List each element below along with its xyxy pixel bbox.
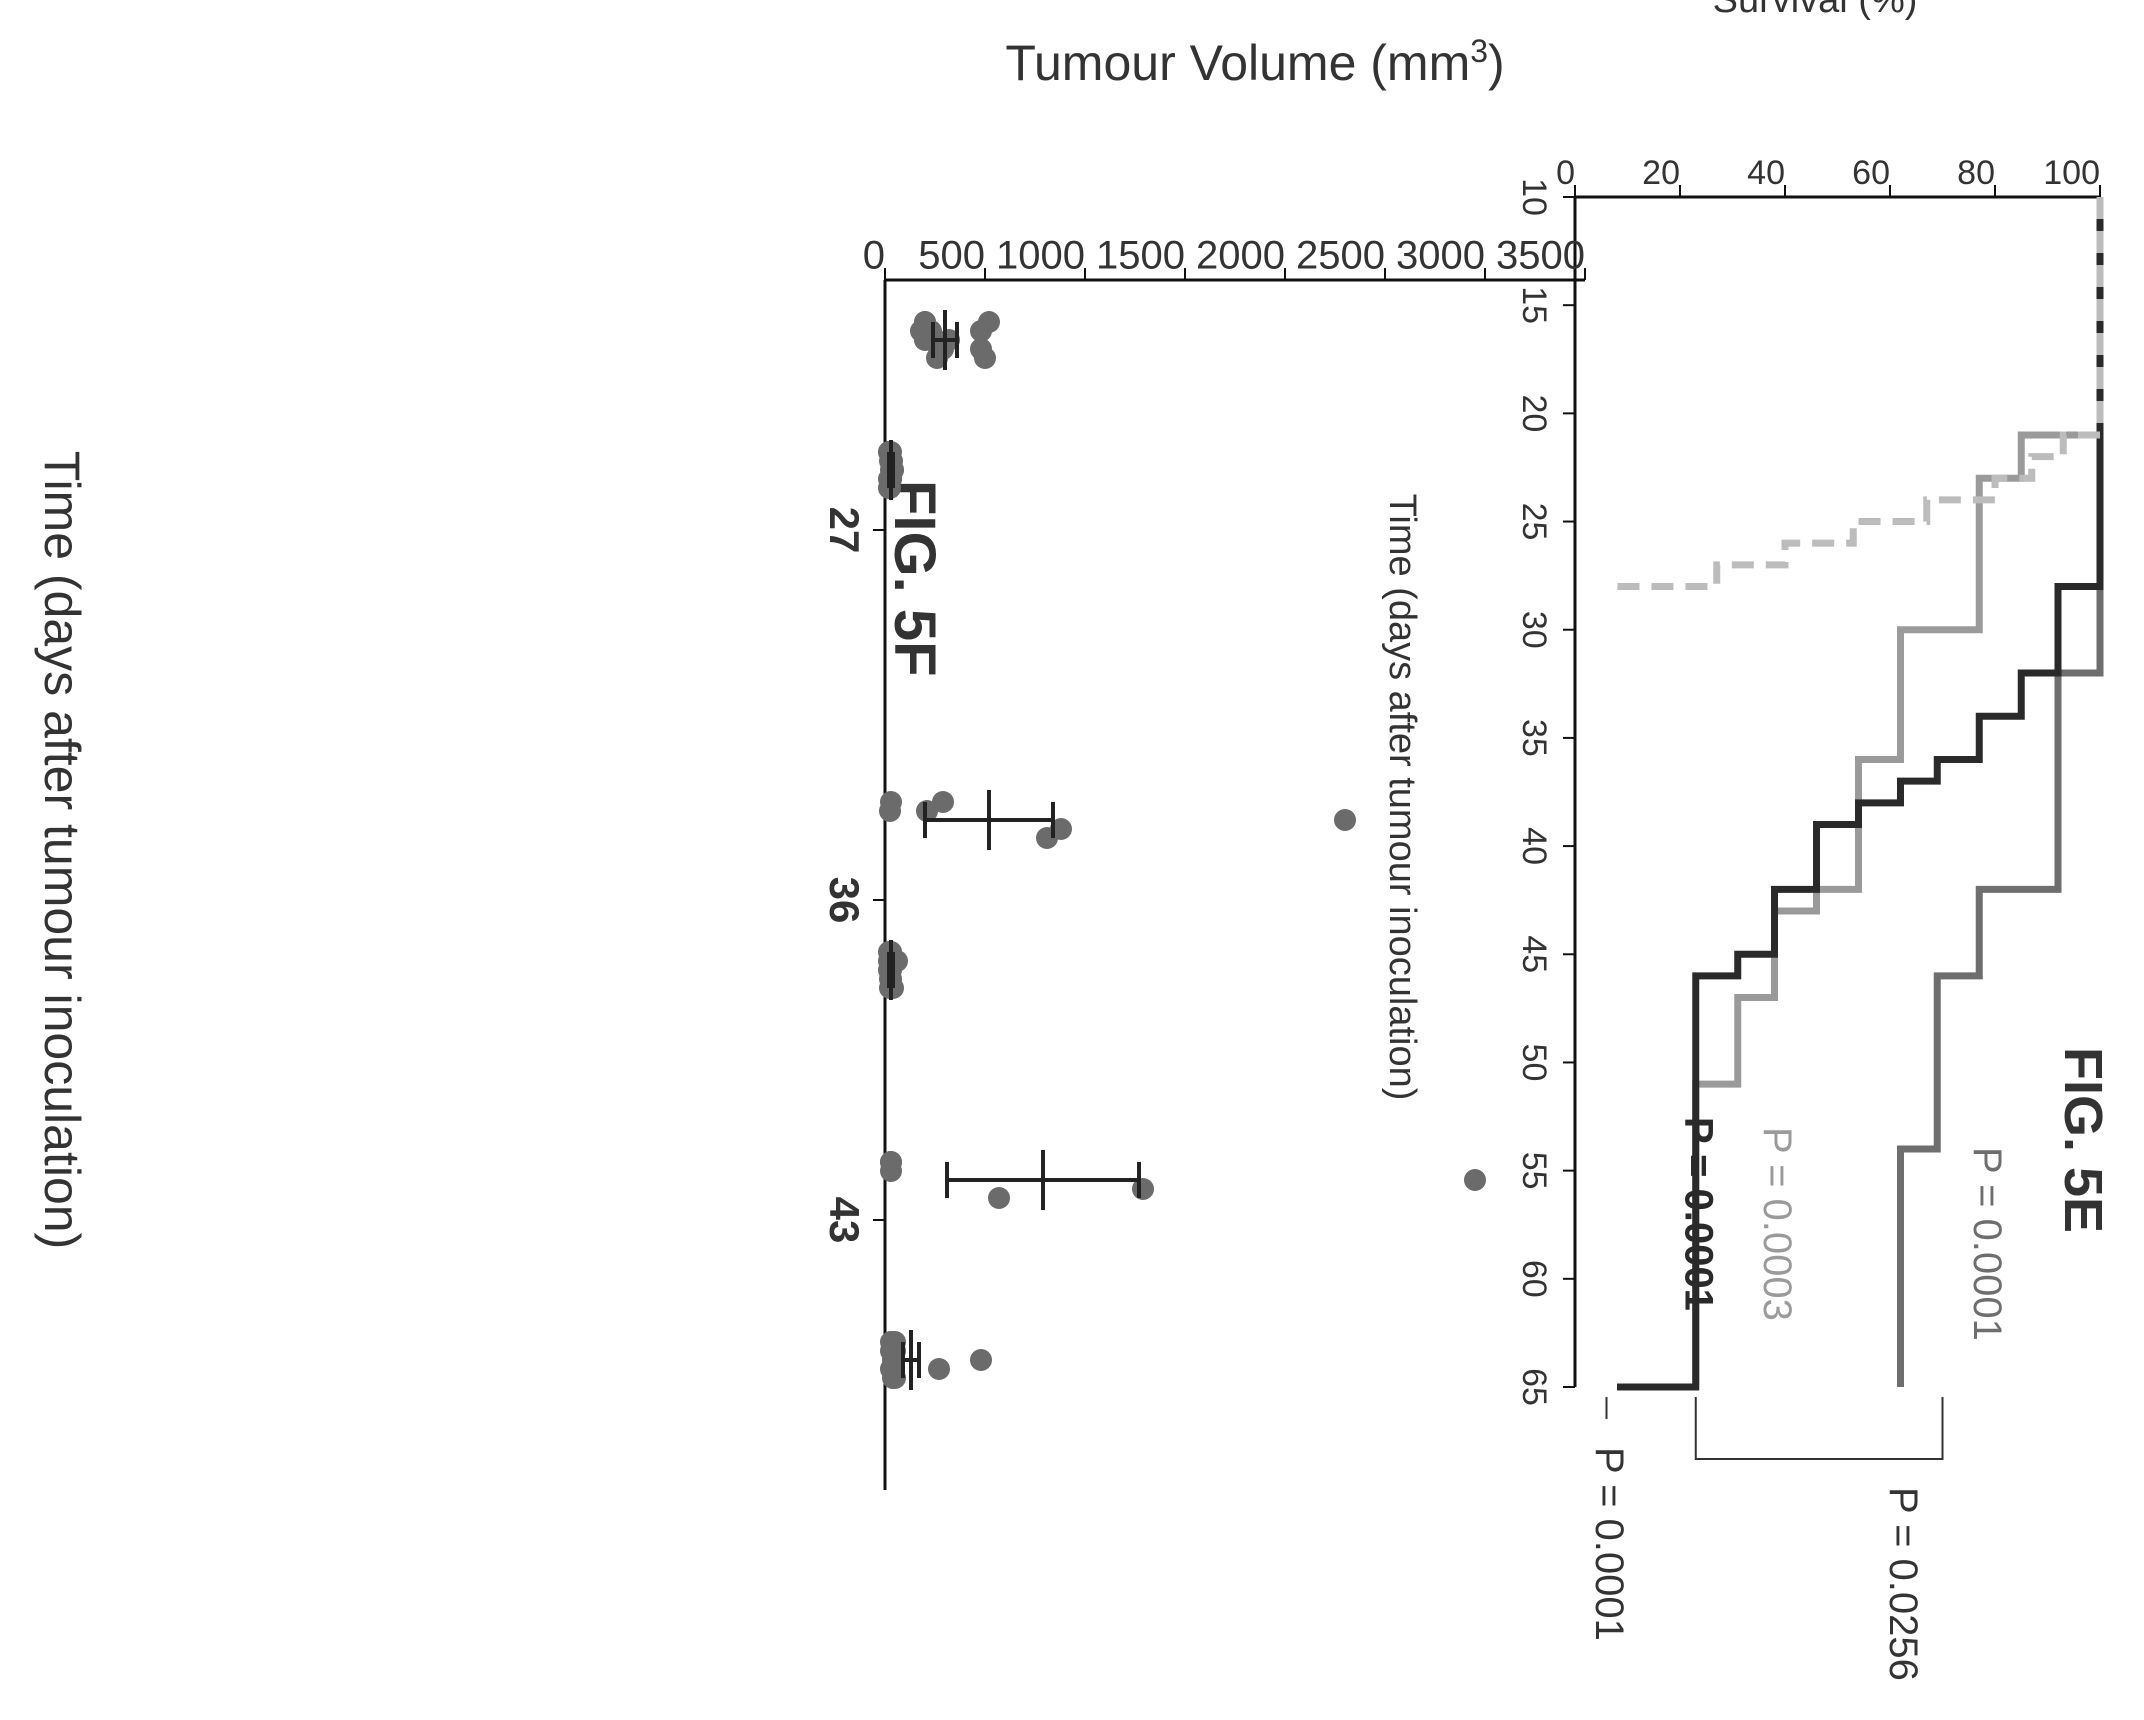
fig-5e-series-line-3 <box>1611 197 2104 590</box>
fig-5e-y-tick-label: 80 <box>1957 154 1995 192</box>
fig-5f-y-tick-label: 0 <box>863 234 885 278</box>
fig-5e-series-line-2 <box>1617 197 2104 1391</box>
fig-5f-y-tick-label: 1500 <box>1096 234 1185 278</box>
fig-5e-title: FIG. 5E <box>2053 1047 2113 1233</box>
fig-5f-x-tick-label: 27 <box>821 507 868 554</box>
fig-5f-point <box>928 1358 950 1380</box>
fig-5f-point <box>970 320 992 342</box>
fig-5e-y-tick-label: 60 <box>1852 154 1890 192</box>
fig-5e-bracket <box>1694 1397 1944 1460</box>
fig-5f-point <box>932 791 954 813</box>
fig-5e-brackets: P = 0.0256 P = 0.0001 <box>1587 1397 1944 1681</box>
fig-5f-point <box>879 800 901 822</box>
fig-5e-x-tick-label: 35 <box>1515 719 1553 757</box>
fig-5f-y-tick-label: 3500 <box>1496 234 1585 278</box>
fig-5e-p-label: P = 0.0001 <box>1676 1117 1720 1311</box>
fig-5f-chart: Tumour Volume (mm3) Time (days after tum… <box>34 33 1586 1490</box>
fig-5f-point <box>880 1340 902 1362</box>
fig-5e-chart: Survival (%) Time (days after tumour ino… <box>1381 0 2113 1681</box>
fig-5e-x-tick-label: 25 <box>1515 503 1553 541</box>
fig-5e-bracket-label: P = 0.0001 <box>1587 1447 1631 1641</box>
fig-5f-point <box>1464 1169 1486 1191</box>
fig-5e-y-tick-label: 100 <box>2043 154 2100 192</box>
fig-5e-x-tick-label: 45 <box>1515 935 1553 973</box>
fig-5e-p-label: P = 0.0001 <box>1965 1147 2009 1341</box>
fig-5e-y-tick-label: 20 <box>1642 154 1680 192</box>
fig-5f-point <box>914 329 936 351</box>
fig-5e-x-tick-label: 15 <box>1515 286 1553 324</box>
fig-5e-x-tick-label: 40 <box>1515 827 1553 865</box>
fig-5f-point <box>970 1349 992 1371</box>
fig-5f-points <box>878 310 1486 1390</box>
fig-5e-bracket-label: P = 0.0256 <box>1881 1487 1925 1681</box>
fig-5f-axes: 0 500 1000 1500 2000 2500 3000 3500 27 36 43 <box>821 234 1586 1490</box>
fig-5f-y-tick-label: 2000 <box>1196 234 1285 278</box>
fig-5f-x-tick-label: 43 <box>821 1197 868 1244</box>
fig-5e-axes: 10 15 20 25 30 35 40 45 50 55 60 65 0 20 40 60 80 100 <box>1515 154 2101 1406</box>
fig-5e-p-labels: P = 0.0001 P = 0.0003 P = 0.0001 <box>1676 1117 2009 1341</box>
fig-5e-x-tick-label: 20 <box>1515 394 1553 432</box>
fig-5f-point <box>974 347 996 369</box>
fig-5e-x-tick-label: 65 <box>1515 1368 1553 1406</box>
fig-5f-y-tick-label: 500 <box>918 234 985 278</box>
fig-5e-ylabel: Survival (%) <box>1713 0 1918 21</box>
fig-5e-y-tick-label: 40 <box>1747 154 1785 192</box>
fig-5f-point <box>988 1187 1010 1209</box>
fig-5f-y-tick-label: 1000 <box>996 234 1085 278</box>
fig-5e-series-line-0 <box>1897 197 2104 1387</box>
fig-5f-point <box>1334 809 1356 831</box>
fig-5e-p-label: P = 0.0003 <box>1755 1127 1799 1321</box>
fig-5e-x-tick-label: 60 <box>1515 1260 1553 1298</box>
fig-5e-xlabel: Time (days after tumour inoculation) <box>1381 494 1423 1101</box>
fig-5f-y-tick-label: 2500 <box>1296 234 1385 278</box>
fig-5f-y-tick-label: 3000 <box>1396 234 1485 278</box>
fig-5e-x-tick-label: 10 <box>1515 178 1553 216</box>
fig-5f-point <box>884 1367 906 1389</box>
fig-5e-x-tick-label: 30 <box>1515 611 1553 649</box>
fig-5f-point <box>880 1151 902 1173</box>
fig-5f-xlabel: Time (days after tumour inoculation) <box>34 451 90 1249</box>
fig-5f-ylabel: Tumour Volume (mm3) <box>1005 33 1504 91</box>
fig-5f-x-tick-label: 36 <box>821 877 868 924</box>
fig-5f-title: FIG. 5F <box>882 480 947 677</box>
fig-5e-x-tick-label: 50 <box>1515 1044 1553 1082</box>
fig-5e-x-tick-label: 55 <box>1515 1152 1553 1190</box>
fig-5e-series <box>1611 197 2104 1391</box>
fig-5e-y-tick-label: 0 <box>1556 154 1575 192</box>
